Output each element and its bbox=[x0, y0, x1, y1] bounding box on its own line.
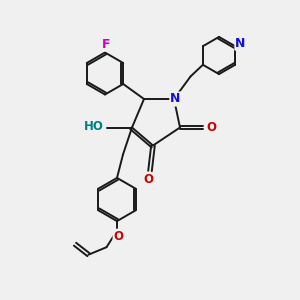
Text: N: N bbox=[170, 92, 181, 106]
Text: HO: HO bbox=[84, 119, 104, 133]
Text: O: O bbox=[143, 173, 154, 186]
Text: O: O bbox=[206, 121, 216, 134]
Text: N: N bbox=[235, 37, 246, 50]
Text: O: O bbox=[113, 230, 124, 243]
Text: F: F bbox=[102, 38, 111, 51]
